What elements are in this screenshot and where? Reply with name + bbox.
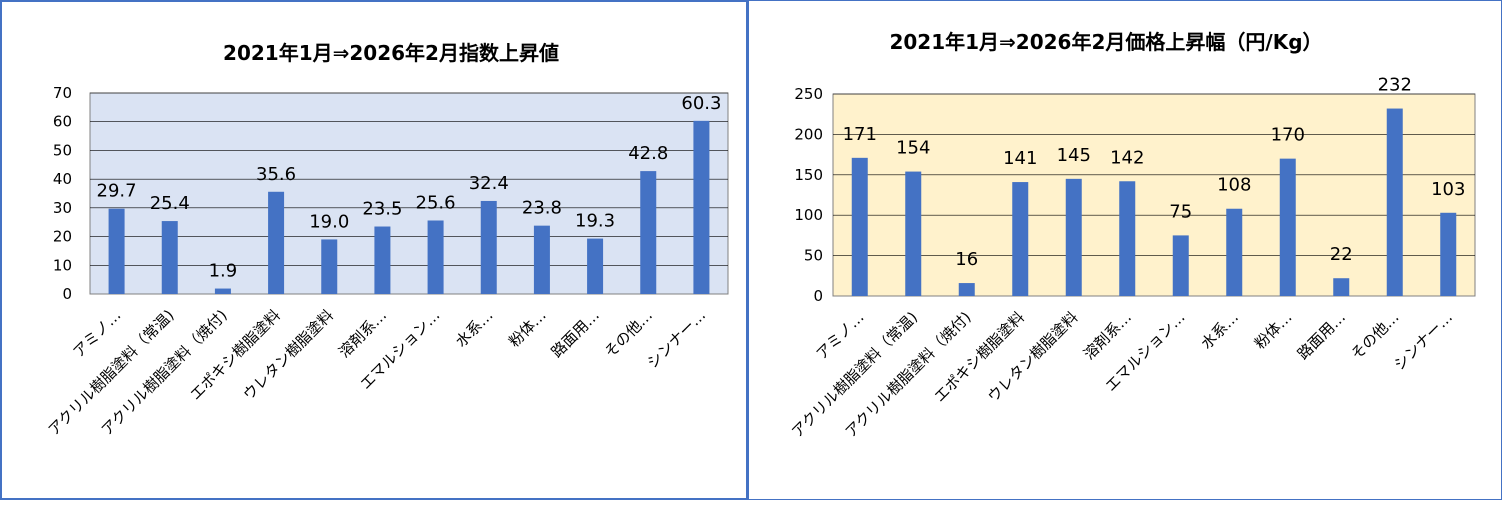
data-label: 16 [955,249,978,270]
plot-area [89,92,729,295]
bar [533,225,550,294]
data-label: 35.6 [256,164,296,185]
y-tick-label: 200 [794,125,823,143]
category-label: ウレタン樹脂塗料 [239,306,337,404]
data-label: 19.3 [575,211,615,232]
data-label: 29.7 [97,181,137,202]
data-label: 23.5 [362,199,402,220]
category-label: 路面用… [1294,308,1349,363]
bar [587,238,604,294]
data-label: 103 [1431,179,1465,200]
data-label: 108 [1217,175,1251,196]
data-label: 142 [1110,147,1144,168]
category-label: 路面用… [548,306,603,361]
index-chart: 2021年1月⇒2026年2月指数上昇値 0 10 20 30 40 50 60 70 29.7… [45,41,729,439]
y-tick-label: 250 [794,85,823,103]
category-label: アミノ… [69,306,124,361]
chart-title: 2021年1月⇒2026年2月指数上昇値 [223,41,559,65]
bar [1012,182,1029,296]
y-tick-label: 100 [794,206,823,224]
data-label: 42.8 [628,143,668,164]
category-label: 溶剤系… [1080,308,1135,363]
bar [321,239,338,294]
data-label: 25.4 [150,193,190,214]
category-label: エポキシ樹脂塗料 [186,306,284,404]
data-label: 75 [1169,201,1192,222]
bar [161,221,178,294]
data-label: 25.6 [416,192,456,213]
bar [640,171,657,294]
data-label: 232 [1378,75,1412,96]
bar [905,171,922,296]
bar [1226,208,1243,296]
chart-title: 2021年1月⇒2026年2月価格上昇幅（円/Kg） [889,30,1322,54]
price-chart: 2021年1月⇒2026年2月価格上昇幅（円/Kg） 0 50 100 150 200 2… [788,30,1476,441]
category-label: その他… [1347,308,1402,363]
data-label: 60.3 [681,93,721,114]
y-tick-label: 40 [53,170,72,188]
data-label: 171 [843,124,877,145]
y-tick-label: 30 [53,199,72,217]
chart-panel-index: 2021年1月⇒2026年2月指数上昇値 0 10 20 30 40 50 60 70 29.7… [0,0,748,500]
y-tick-label: 50 [53,141,72,159]
data-label: 145 [1057,145,1091,166]
y-tick-label: 10 [53,256,72,274]
bar [1119,181,1136,296]
bar [374,226,391,294]
bar [1440,212,1457,296]
category-label: シンナー… [1390,308,1456,374]
data-label: 170 [1271,125,1305,146]
category-label: その他… [601,306,656,361]
category-label: アミノ… [813,308,868,363]
bar [1065,178,1082,296]
y-tick-label: 0 [813,287,823,305]
data-label: 32.4 [469,173,509,194]
bar [427,220,444,294]
category-label: シンナー… [643,306,709,372]
data-label: 22 [1330,244,1353,265]
data-label: 154 [896,138,930,159]
plot-area [832,93,1476,297]
bar [1172,235,1189,296]
y-tick-label: 50 [804,247,823,265]
category-label: エポキシ樹脂塗料 [930,308,1028,406]
category-label: 粉体… [1251,308,1296,353]
category-label: 粉体… [505,306,550,351]
y-tick-label: 70 [53,84,72,102]
y-tick-label: 150 [794,166,823,184]
bar [214,288,231,294]
y-tick-label: 0 [62,285,72,303]
data-label: 1.9 [209,261,238,282]
data-label: 23.8 [522,198,562,219]
bar [693,120,710,294]
y-tick-label: 60 [53,113,72,131]
data-label: 141 [1003,148,1037,169]
bar [268,191,285,294]
bar [1386,108,1403,296]
category-label: ウレタン樹脂塗料 [984,308,1082,406]
bar [480,200,497,294]
data-label: 19.0 [309,211,349,232]
category-label: 水系… [452,306,497,351]
bar [851,157,868,296]
bar [1279,158,1296,296]
bar [108,208,125,294]
bar [1333,278,1350,296]
category-label: 水系… [1198,308,1243,353]
y-tick-label: 20 [53,228,72,246]
bar [958,283,975,296]
chart-panel-price: 2021年1月⇒2026年2月価格上昇幅（円/Kg） 0 50 100 150 200 2… [748,0,1502,500]
category-label: 溶剤系… [335,306,390,361]
